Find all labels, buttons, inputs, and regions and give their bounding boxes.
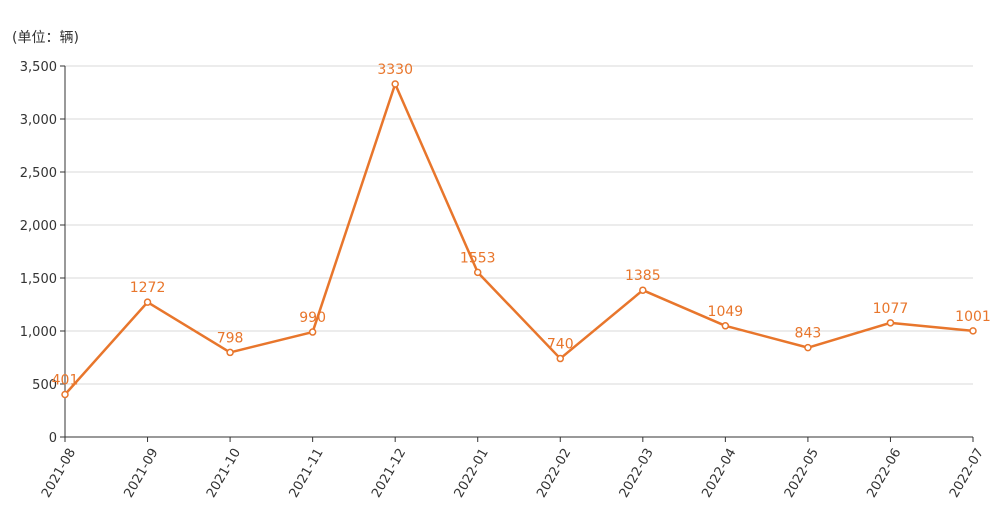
x-tick-label: 2022-07 bbox=[947, 446, 987, 501]
x-tick-label: 2021-11 bbox=[287, 446, 327, 501]
data-point bbox=[391, 80, 399, 88]
unit-label: (单位：辆) bbox=[12, 30, 79, 46]
data-label: 740 bbox=[547, 337, 574, 353]
x-tick-label: 2022-02 bbox=[534, 446, 574, 501]
data-label: 1077 bbox=[873, 301, 909, 317]
y-tick-label: 2,000 bbox=[20, 219, 57, 234]
y-axis: 0 500 1,000 1,500 2,000 2,500 3,000 3,500 bbox=[20, 60, 66, 446]
data-label: 990 bbox=[299, 310, 326, 326]
x-tick-label: 2021-08 bbox=[39, 446, 79, 501]
series-line bbox=[64, 82, 974, 396]
data-point bbox=[61, 390, 69, 399]
y-tick-label: 3,500 bbox=[20, 60, 57, 75]
data-label: 1049 bbox=[708, 304, 744, 320]
data-point bbox=[556, 354, 565, 363]
data-label: 843 bbox=[795, 326, 822, 342]
x-tick-label: 2021-12 bbox=[369, 446, 409, 501]
series-line-group bbox=[61, 80, 977, 399]
data-point bbox=[721, 322, 730, 330]
data-point bbox=[473, 268, 482, 277]
data-point bbox=[639, 286, 647, 294]
x-tick-label: 2021-10 bbox=[204, 446, 244, 501]
data-label: 798 bbox=[217, 330, 244, 346]
data-point bbox=[886, 319, 895, 327]
y-tick-label: 2,500 bbox=[20, 166, 57, 181]
data-point bbox=[308, 328, 317, 336]
data-label: 1385 bbox=[625, 268, 661, 284]
data-labels: 401 1272 798 990 3330 1553 740 1385 1049 843 1077 1… bbox=[52, 62, 991, 388]
y-tick-label: 500 bbox=[32, 378, 57, 393]
data-point bbox=[969, 327, 977, 335]
x-tick-label: 2022-03 bbox=[617, 446, 657, 501]
data-label: 1001 bbox=[955, 309, 991, 325]
x-axis: 2021-08 2021-09 2021-10 2021-11 2021-12 2022-… bbox=[39, 436, 987, 501]
data-point bbox=[804, 343, 812, 352]
data-label: 1272 bbox=[130, 280, 166, 296]
data-label: 401 bbox=[52, 372, 79, 388]
x-tick-label: 2022-04 bbox=[699, 446, 739, 501]
x-tick-label: 2021-09 bbox=[121, 446, 161, 501]
data-point bbox=[226, 348, 234, 357]
x-tick-label: 2022-01 bbox=[452, 446, 492, 501]
y-tick-label: 1,000 bbox=[20, 325, 57, 340]
x-tick-label: 2022-05 bbox=[782, 446, 822, 501]
y-tick-label: 3,000 bbox=[20, 113, 57, 128]
data-point bbox=[143, 298, 152, 306]
grid-lines bbox=[65, 65, 973, 385]
data-label: 1553 bbox=[460, 250, 496, 266]
data-label: 3330 bbox=[377, 62, 413, 78]
y-tick-label: 1,500 bbox=[20, 272, 57, 287]
x-tick-label: 2022-06 bbox=[864, 446, 904, 501]
y-tick-label: 0 bbox=[49, 431, 57, 446]
